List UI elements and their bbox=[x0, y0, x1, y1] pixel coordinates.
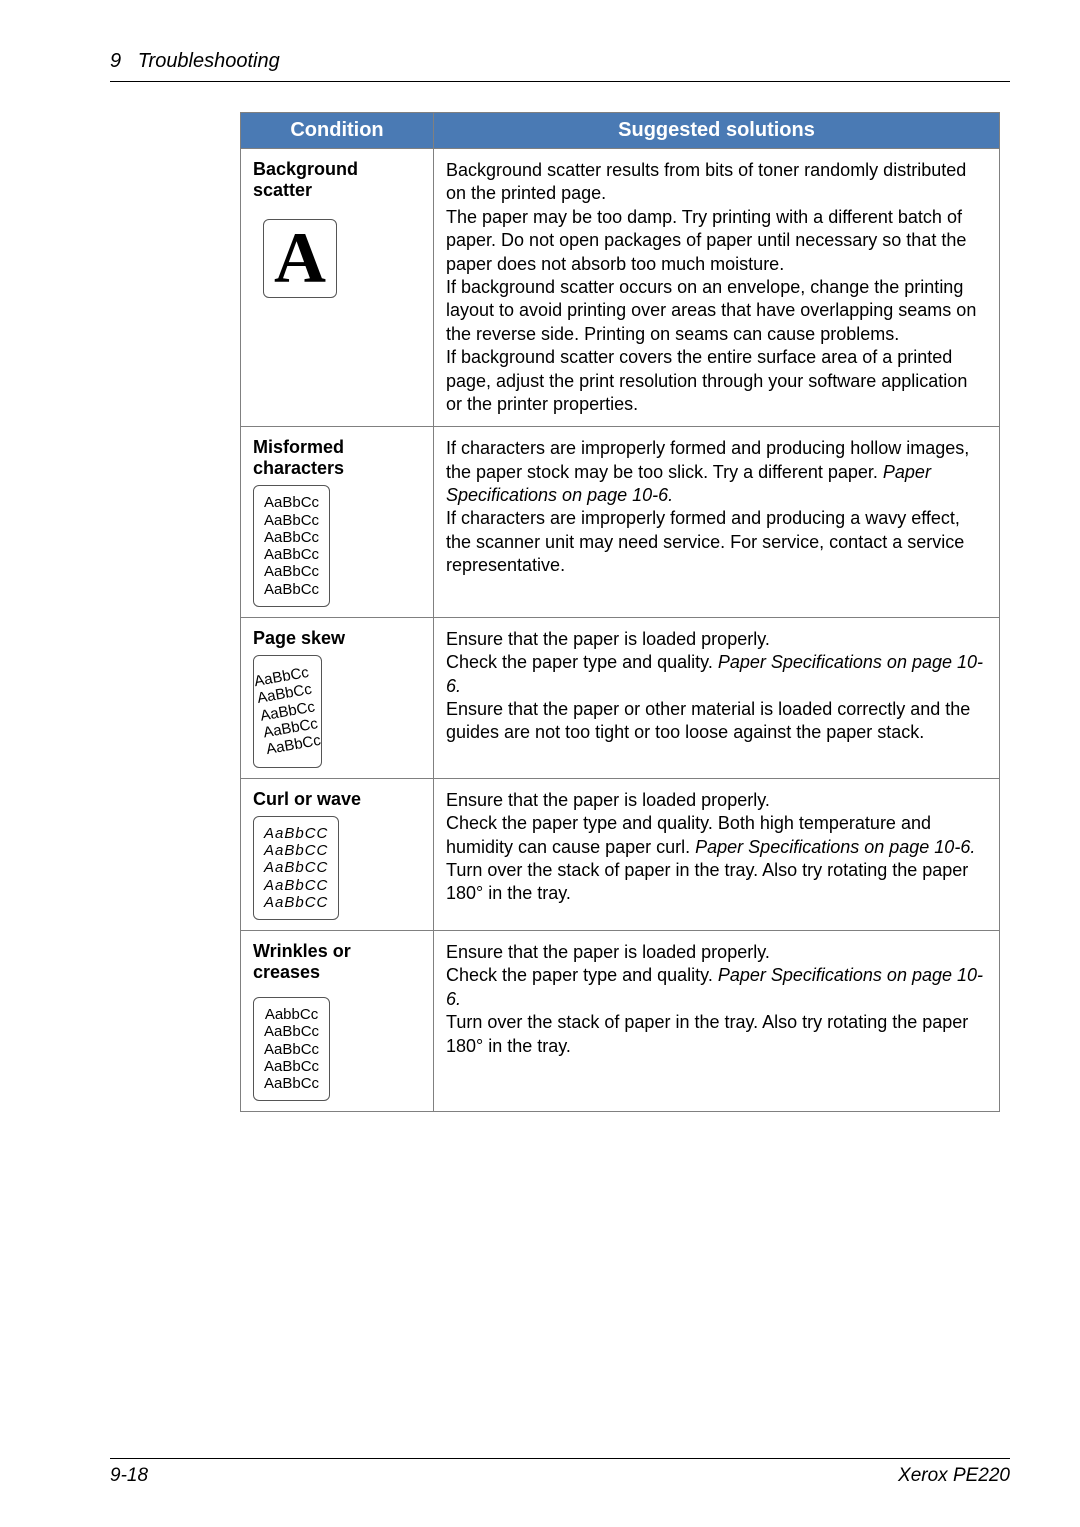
sample-lines: AaBbCC AaBbCC AaBbCC AaBbCC AaBbCC bbox=[264, 825, 328, 911]
page-footer: 9-18 Xerox PE220 bbox=[110, 1458, 1010, 1487]
table-row: Wrinkles or creases AabbCc AaBbCc AaBbCc… bbox=[241, 931, 1000, 1112]
col-header-condition: Condition bbox=[241, 113, 434, 149]
table-row: Misformed characters AaBbCc AaBbCc AaBbC… bbox=[241, 427, 1000, 618]
sample-letter: A bbox=[274, 228, 326, 289]
sample-box: AabbCc AaBbCc AaBbCc AaBbCc AaBbCc bbox=[253, 997, 330, 1101]
table-row: Curl or wave AaBbCC AaBbCC AaBbCC AaBbCC… bbox=[241, 778, 1000, 930]
sample-lines: AaBbCc AaBbCc AaBbCc AaBbCc AaBbCc AaBbC… bbox=[264, 494, 319, 598]
condition-title: Background scatter bbox=[253, 159, 421, 201]
product-name: Xerox PE220 bbox=[898, 1465, 1010, 1487]
col-header-solutions: Suggested solutions bbox=[434, 113, 1000, 149]
condition-title: Page skew bbox=[253, 628, 421, 649]
solution-text: Ensure that the paper or other material … bbox=[446, 699, 970, 742]
table-row: Page skew AaBbCc AaBbCc AaBbCc AaBbCc Aa… bbox=[241, 617, 1000, 778]
sample-lines: AaBbCc AaBbCc AaBbCc AaBbCc AaBbCc bbox=[253, 664, 322, 758]
condition-title: Wrinkles or creases bbox=[253, 941, 421, 983]
condition-title: Misformed characters bbox=[253, 437, 421, 479]
solution-text: If characters are improperly formed and … bbox=[446, 508, 964, 575]
table-row: Background scatter A Background scatter … bbox=[241, 149, 1000, 427]
solution-text: Turn over the stack of paper in the tray… bbox=[446, 1012, 968, 1055]
condition-title: Curl or wave bbox=[253, 789, 421, 810]
chapter-number: 9 bbox=[110, 50, 121, 72]
sample-box: AaBbCc AaBbCc AaBbCc AaBbCc AaBbCc bbox=[253, 655, 322, 768]
sample-lines: AabbCc AaBbCc AaBbCc AaBbCc AaBbCc bbox=[264, 1006, 319, 1092]
solution-text: Turn over the stack of paper in the tray… bbox=[446, 860, 968, 903]
solution-ref: Paper Specifications on page 10-6. bbox=[695, 837, 975, 857]
sample-box: A bbox=[263, 219, 337, 298]
page-header: 9 Troubleshooting bbox=[110, 50, 1010, 82]
troubleshooting-table: Condition Suggested solutions Background… bbox=[240, 112, 1000, 1112]
chapter-title: Troubleshooting bbox=[138, 50, 280, 72]
page-number: 9-18 bbox=[110, 1465, 148, 1487]
sample-box: AaBbCC AaBbCC AaBbCC AaBbCC AaBbCC bbox=[253, 816, 339, 920]
sample-box: AaBbCc AaBbCc AaBbCc AaBbCc AaBbCc AaBbC… bbox=[253, 485, 330, 607]
solution-text: Background scatter results from bits of … bbox=[446, 160, 976, 414]
